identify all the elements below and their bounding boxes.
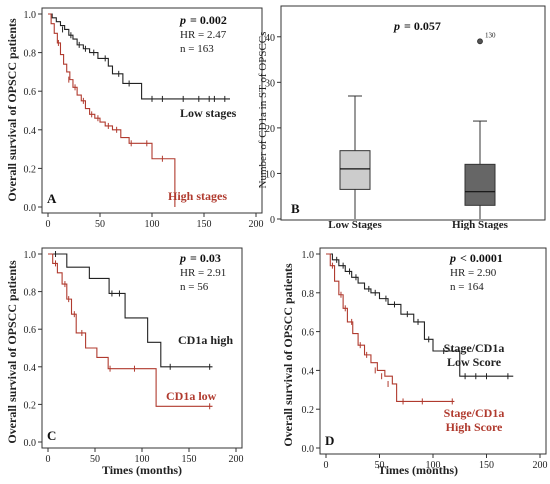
y-axis-label: Overall survival of OPSCC patients <box>5 260 19 444</box>
y-tick-label-5: 1.0 <box>24 250 37 261</box>
x-tick-label-1: 50 <box>90 454 100 465</box>
p-value: = 0.002 <box>190 13 227 27</box>
x-axis-label: Times (months) <box>378 463 458 477</box>
x-tick-label-2: 100 <box>135 454 150 465</box>
legend-high-score-line2: High Score <box>446 420 503 434</box>
box-1 <box>464 163 496 206</box>
x-axis-label: Times (months) <box>102 463 182 477</box>
km-curve-series-0 <box>48 253 213 368</box>
box-chart-b: Number of CD1a in ST of OPSCCs 0 10 20 30 40… <box>257 5 546 231</box>
y-tick-label-2: 0.4 <box>302 366 315 377</box>
km-curve-series-0 <box>48 13 230 100</box>
y-tick-label-3: 0.6 <box>302 328 315 339</box>
x-tick-label-0: 0 <box>46 454 51 465</box>
km-chart-d: Overall survival of OPSCC patients Times… <box>281 247 548 477</box>
y-axis-label: Overall survival of OPSCC patients <box>281 263 295 447</box>
legend-cd1a-high: CD1a high <box>178 333 233 347</box>
series-group <box>48 13 230 207</box>
y-axis-label: Overall survival of OPSCC patients <box>5 18 19 202</box>
x-tick-label-2: 100 <box>426 460 441 471</box>
y-tick-label-5: 1.0 <box>24 10 37 21</box>
y-tick-label-1: 0.2 <box>24 164 37 175</box>
y-tick-label-4: 0.8 <box>24 49 37 60</box>
legend-high-stages: High stages <box>168 189 227 203</box>
n-value: n = 164 <box>450 281 484 293</box>
x-tick-label-1: 50 <box>375 460 385 471</box>
outlier-point <box>477 38 483 45</box>
x-tick-label-3: 150 <box>197 219 212 230</box>
p-value: < 0.0001 <box>460 251 503 265</box>
series-group <box>48 251 213 410</box>
hr-value: HR = 2.47 <box>180 29 227 41</box>
panel-letter: B <box>291 201 300 216</box>
y-tick-label-3: 0.6 <box>24 87 37 98</box>
box-0 <box>339 150 371 190</box>
y-tick-label-2: 0.4 <box>24 363 37 374</box>
y-tick-label-4: 40 <box>265 33 275 44</box>
y-tick-label-1: 10 <box>265 169 275 180</box>
n-value: n = 163 <box>180 43 214 55</box>
x-tick-label-3: 150 <box>182 454 197 465</box>
frame <box>280 5 546 221</box>
x-tick-label-4: 200 <box>533 460 548 471</box>
y-tick-label-3: 30 <box>265 78 275 89</box>
boxes-group: Low Stages High Stages 130 <box>328 31 509 231</box>
y-tick-label-1: 0.2 <box>24 400 37 411</box>
x-tick-label-0: 0 <box>324 460 329 471</box>
p-value: = 0.057 <box>404 19 441 33</box>
ticks: 0.0 0.2 0.4 0.6 0.8 1.0 0 50 100 150 200 <box>24 10 264 230</box>
legend-high-score-line1: Stage/CD1a <box>444 406 505 420</box>
y-tick-label-2: 20 <box>265 124 275 135</box>
ticks: 0.0 0.2 0.4 0.6 0.8 1.0 0 50 100 150 200 <box>302 250 548 471</box>
y-tick-label-0: 0 <box>270 215 275 226</box>
y-tick-label-0: 0.0 <box>24 438 37 449</box>
y-tick-label-3: 0.6 <box>24 325 37 336</box>
ticks: 0 10 20 30 40 <box>265 33 281 226</box>
y-axis: Overall survival of OPSCC patients <box>5 18 19 202</box>
x-tick-label-0: 0 <box>46 219 51 230</box>
x-tick-label-4: 200 <box>249 219 264 230</box>
outlier-label: 130 <box>485 31 496 39</box>
legend-low-score-line2: Low Score <box>447 355 502 369</box>
y-tick-label-4: 0.8 <box>24 288 37 299</box>
n-value: n = 56 <box>180 281 209 293</box>
legend-low-stages: Low stages <box>180 106 237 120</box>
panel-letter: D <box>325 433 334 448</box>
panel-b: Number of CD1a in ST of OPSCCs 0 10 20 30 40… <box>255 0 550 231</box>
km-chart-a: Overall survival of OPSCC patients 0.00.… <box>5 7 264 230</box>
category-label-0: Low Stages <box>328 219 382 230</box>
y-axis-label: Number of CD1a in ST of OPSCCs <box>257 32 269 189</box>
ticks: 0.0 0.2 0.4 0.6 0.8 1.0 0 50 100 150 200 <box>24 250 244 465</box>
p-label: p <box>449 251 456 265</box>
x-tick-label-1: 50 <box>95 219 105 230</box>
y-tick-label-4: 0.8 <box>302 289 315 300</box>
y-tick-label-5: 1.0 <box>302 250 315 261</box>
km-chart-c: Overall survival of OPSCC patients Times… <box>5 247 244 477</box>
y-tick-label-1: 0.2 <box>302 405 315 416</box>
p-label: p <box>179 13 186 27</box>
panel-a: Overall survival of OPSCC patients 0.0 0.… <box>0 0 265 230</box>
km-curve-series-1 <box>326 253 455 402</box>
p-label: p <box>179 251 186 265</box>
panel-letter: A <box>47 191 57 206</box>
y-tick-label-2: 0.4 <box>24 126 37 137</box>
x-tick-label-4: 200 <box>229 454 244 465</box>
km-curve-series-1 <box>48 13 176 207</box>
panel-c: Overall survival of OPSCC patients Times… <box>0 240 265 479</box>
p-value: = 0.03 <box>190 251 221 265</box>
y-tick-label-0: 0.0 <box>302 444 315 455</box>
panel-d: Overall survival of OPSCC patients Times… <box>278 240 550 479</box>
x-tick-label-3: 150 <box>479 460 494 471</box>
legend-cd1a-low: CD1a low <box>166 389 217 403</box>
legend-low-score-line1: Stage/CD1a <box>444 341 505 355</box>
y-tick-label-0: 0.0 <box>24 203 37 214</box>
hr-value: HR = 2.90 <box>450 267 497 279</box>
panel-letter: C <box>47 428 56 443</box>
p-label: p <box>393 19 400 33</box>
series-group <box>326 253 514 405</box>
x-tick-label-2: 100 <box>145 219 160 230</box>
category-label-1: High Stages <box>452 219 509 230</box>
hr-value: HR = 2.91 <box>180 267 226 279</box>
